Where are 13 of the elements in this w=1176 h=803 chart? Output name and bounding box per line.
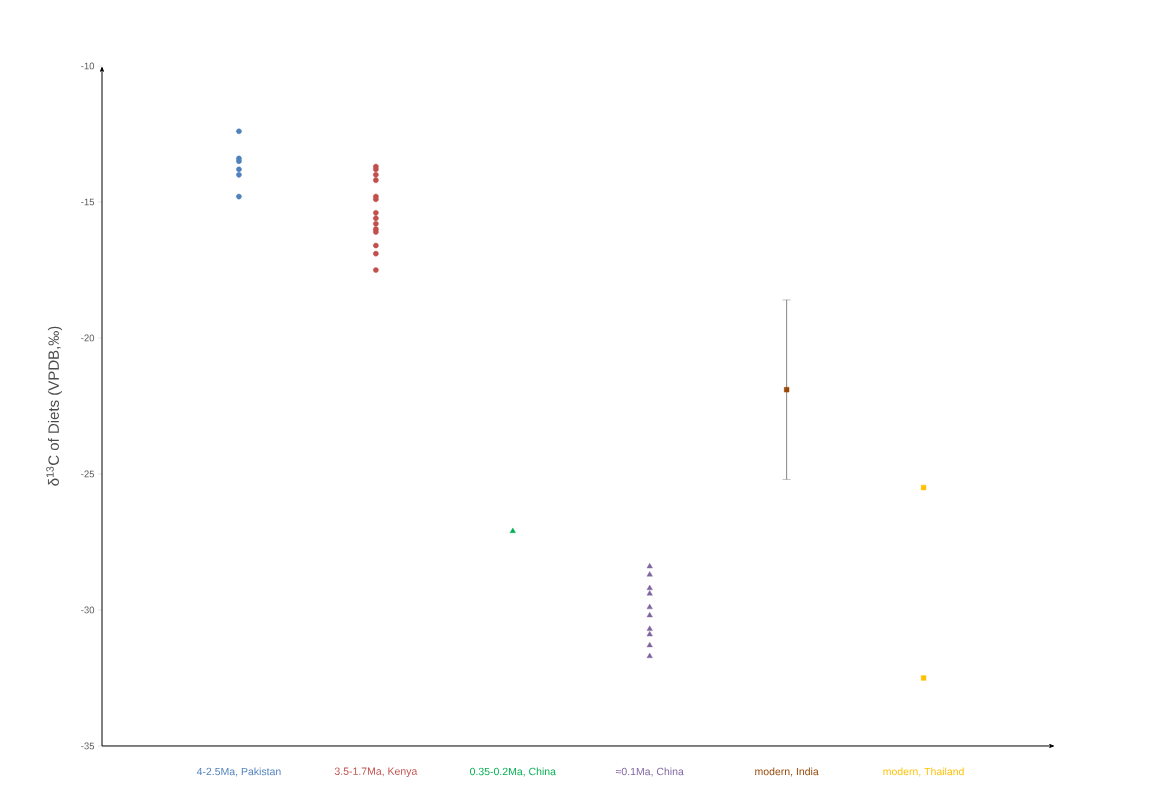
y-tick-label: -30 (81, 606, 95, 614)
x-tick-label: ≈0.1Ma, China (615, 767, 684, 777)
y-tick-label: -15 (81, 198, 95, 206)
y-tick-label: -35 (81, 742, 95, 750)
x-tick-label: 4-2.5Ma, Pakistan (196, 767, 281, 777)
y-tick-label: -10 (81, 62, 95, 70)
x-tick-label: modern, India (755, 767, 819, 777)
x-tick-label: modern, Thailand (883, 767, 964, 777)
x-tick-label: 3.5-1.7Ma, Kenya (334, 767, 418, 778)
y-tick-label: -20 (81, 334, 95, 342)
y-tick-label: -25 (81, 470, 95, 478)
x-tick-label: 0.35-0.2Ma, China (470, 767, 556, 777)
y-axis-title: δ$^{13}$C of Diets (VPDB,‰) (46, 326, 62, 486)
